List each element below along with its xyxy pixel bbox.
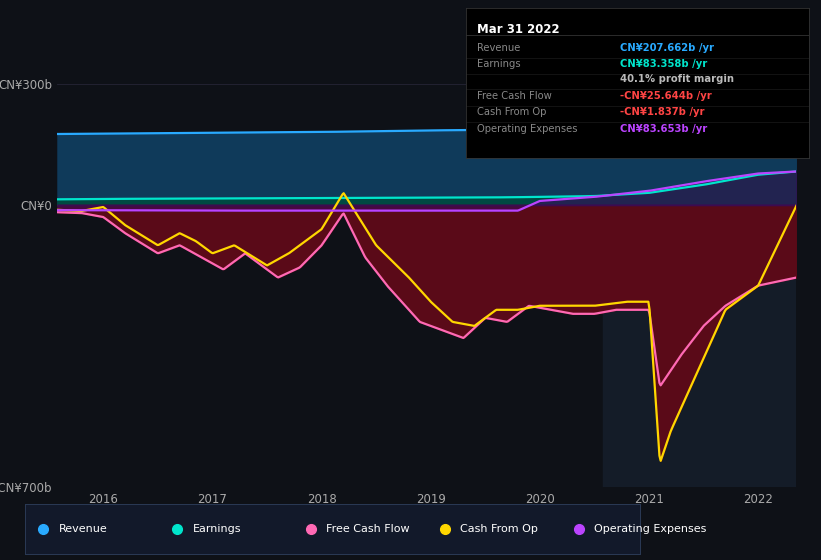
Text: Free Cash Flow: Free Cash Flow bbox=[477, 91, 552, 101]
Text: Operating Expenses: Operating Expenses bbox=[594, 524, 707, 534]
Bar bbox=[603, 84, 796, 487]
Text: Free Cash Flow: Free Cash Flow bbox=[327, 524, 410, 534]
Text: Cash From Op: Cash From Op bbox=[477, 107, 546, 117]
Text: CN¥83.358b /yr: CN¥83.358b /yr bbox=[621, 59, 708, 69]
Text: -CN¥1.837b /yr: -CN¥1.837b /yr bbox=[621, 107, 705, 117]
Text: Cash From Op: Cash From Op bbox=[461, 524, 538, 534]
Text: Earnings: Earnings bbox=[477, 59, 521, 69]
Text: 40.1% profit margin: 40.1% profit margin bbox=[621, 74, 735, 84]
Text: Revenue: Revenue bbox=[477, 43, 520, 53]
Text: CN¥207.662b /yr: CN¥207.662b /yr bbox=[621, 43, 714, 53]
Text: Earnings: Earnings bbox=[192, 524, 241, 534]
Text: Mar 31 2022: Mar 31 2022 bbox=[477, 24, 559, 36]
Text: -CN¥25.644b /yr: -CN¥25.644b /yr bbox=[621, 91, 712, 101]
Text: CN¥83.653b /yr: CN¥83.653b /yr bbox=[621, 124, 708, 133]
Text: Revenue: Revenue bbox=[58, 524, 108, 534]
Text: Operating Expenses: Operating Expenses bbox=[477, 124, 577, 133]
